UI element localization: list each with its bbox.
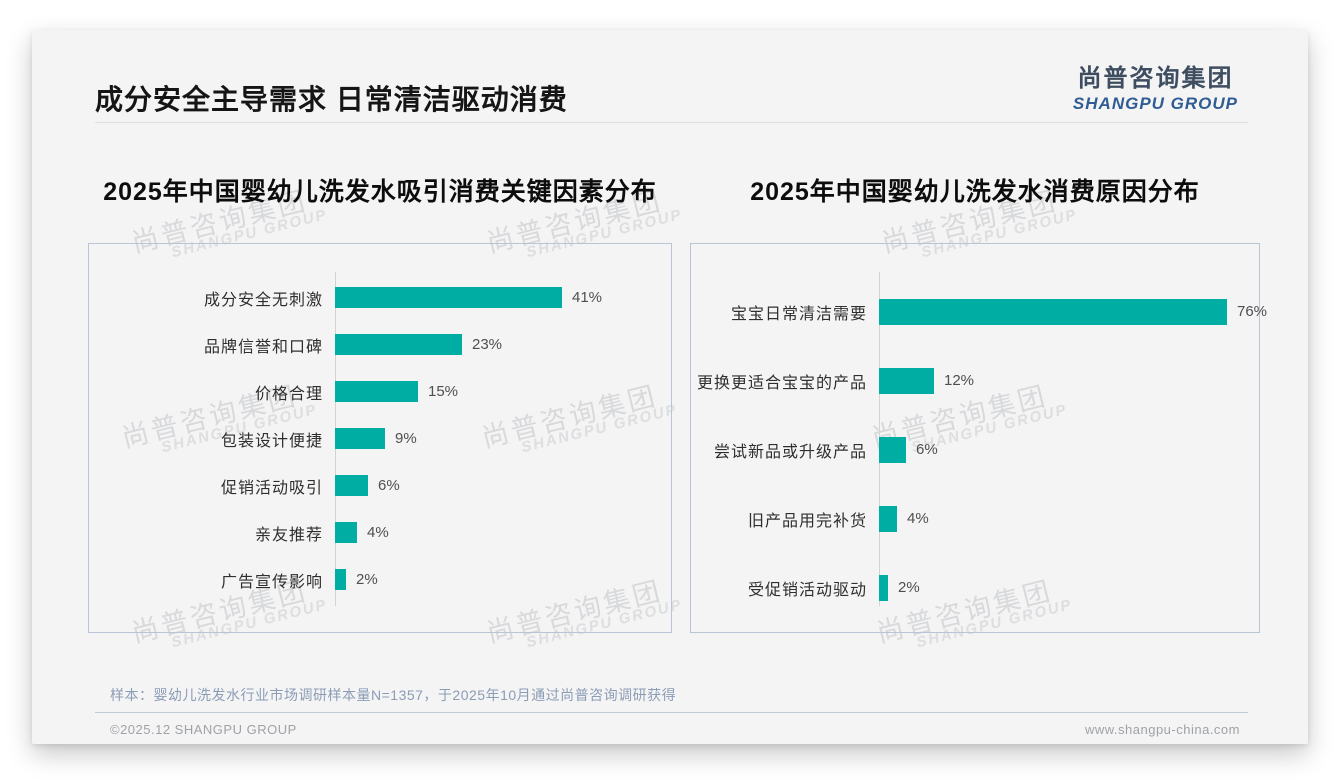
footer-url: www.shangpu-china.com: [1084, 722, 1240, 737]
chart-row: 宝宝日常清洁需要 76%: [691, 277, 1267, 346]
value-label: 6%: [916, 441, 938, 458]
category-label: 价格合理: [254, 385, 323, 403]
value-label: 76%: [1237, 303, 1268, 320]
value-label: 41%: [572, 289, 603, 306]
chart-row: 更换更适合宝宝的产品 12%: [691, 346, 1259, 415]
bar: [879, 574, 888, 601]
bar: [879, 298, 1227, 325]
chart-row: 价格合理 15%: [89, 368, 671, 415]
value-label: 9%: [395, 430, 417, 447]
chart-box-left: 成分安全无刺激 41% 品牌信誉和口碑 23% 价格合理 15% 包装设计便捷 9% 促销活动吸…: [88, 243, 672, 633]
category-label: 宝宝日常清洁需要: [730, 305, 867, 323]
category-label: 尝试新品或升级产品: [713, 443, 867, 461]
chart-row: 尝试新品或升级产品 6%: [691, 415, 1259, 484]
bar: [335, 475, 368, 496]
logo: 尚普咨询集团 SHANGPU GROUP: [1073, 58, 1238, 114]
category-label: 广告宣传影响: [220, 573, 323, 591]
logo-en-text: SHANGPU GROUP: [1072, 94, 1238, 113]
value-label: 2%: [356, 571, 378, 588]
footer-copyright: ©2025.12 SHANGPU GROUP: [110, 722, 297, 737]
value-label: 4%: [907, 510, 929, 527]
value-label: 6%: [378, 477, 400, 494]
sample-note: 样本：婴幼儿洗发水行业市场调研样本量N=1357，于2025年10月通过尚普咨询…: [110, 687, 677, 703]
bar: [335, 428, 385, 449]
value-label: 2%: [898, 579, 920, 596]
category-label: 受促销活动驱动: [747, 581, 867, 599]
value-label: 12%: [944, 372, 975, 389]
chart-row: 亲友推荐 4%: [89, 509, 671, 556]
category-label: 亲友推荐: [254, 526, 323, 544]
value-label: 4%: [367, 524, 389, 541]
value-label: 15%: [428, 383, 459, 400]
category-label: 更换更适合宝宝的产品: [696, 374, 867, 392]
category-label: 促销活动吸引: [220, 479, 323, 497]
bar: [335, 334, 462, 355]
logo-cn-text: 尚普咨询集团: [1077, 65, 1234, 92]
chart-title-right: 2025年中国婴幼儿洗发水消费原因分布: [750, 178, 1200, 206]
value-label: 23%: [472, 336, 503, 353]
bar: [335, 522, 357, 543]
bar: [335, 569, 346, 590]
chart-row: 成分安全无刺激 41%: [89, 274, 671, 321]
category-label: 品牌信誉和口碑: [203, 338, 323, 356]
title-divider: [95, 122, 1248, 123]
bar: [879, 367, 934, 394]
category-label: 旧产品用完补货: [747, 512, 867, 530]
chart-box-right: 宝宝日常清洁需要 76% 更换更适合宝宝的产品 12% 尝试新品或升级产品 6% 旧产品用完…: [690, 243, 1267, 633]
bar: [879, 436, 906, 463]
chart-title-left: 2025年中国婴幼儿洗发水吸引消费关键因素分布: [103, 178, 657, 206]
chart-row: 受促销活动驱动 2%: [691, 553, 1259, 622]
slide: 尚普咨询集团 SHANGPU GROUP 尚普咨询集团 SHANGPU GROUP 尚普…: [32, 30, 1308, 744]
chart-row: 广告宣传影响 2%: [89, 556, 671, 603]
bar: [879, 505, 897, 532]
category-label: 成分安全无刺激: [203, 291, 323, 309]
bar: [335, 287, 562, 308]
chart-row: 旧产品用完补货 4%: [691, 484, 1259, 553]
chart-row: 品牌信誉和口碑 23%: [89, 321, 671, 368]
page-title: 成分安全主导需求 日常清洁驱动消费: [95, 84, 568, 115]
bar: [335, 381, 418, 402]
footer-divider: [95, 712, 1248, 713]
chart-row: 促销活动吸引 6%: [89, 462, 671, 509]
category-label: 包装设计便捷: [220, 432, 323, 450]
chart-row: 包装设计便捷 9%: [89, 415, 671, 462]
